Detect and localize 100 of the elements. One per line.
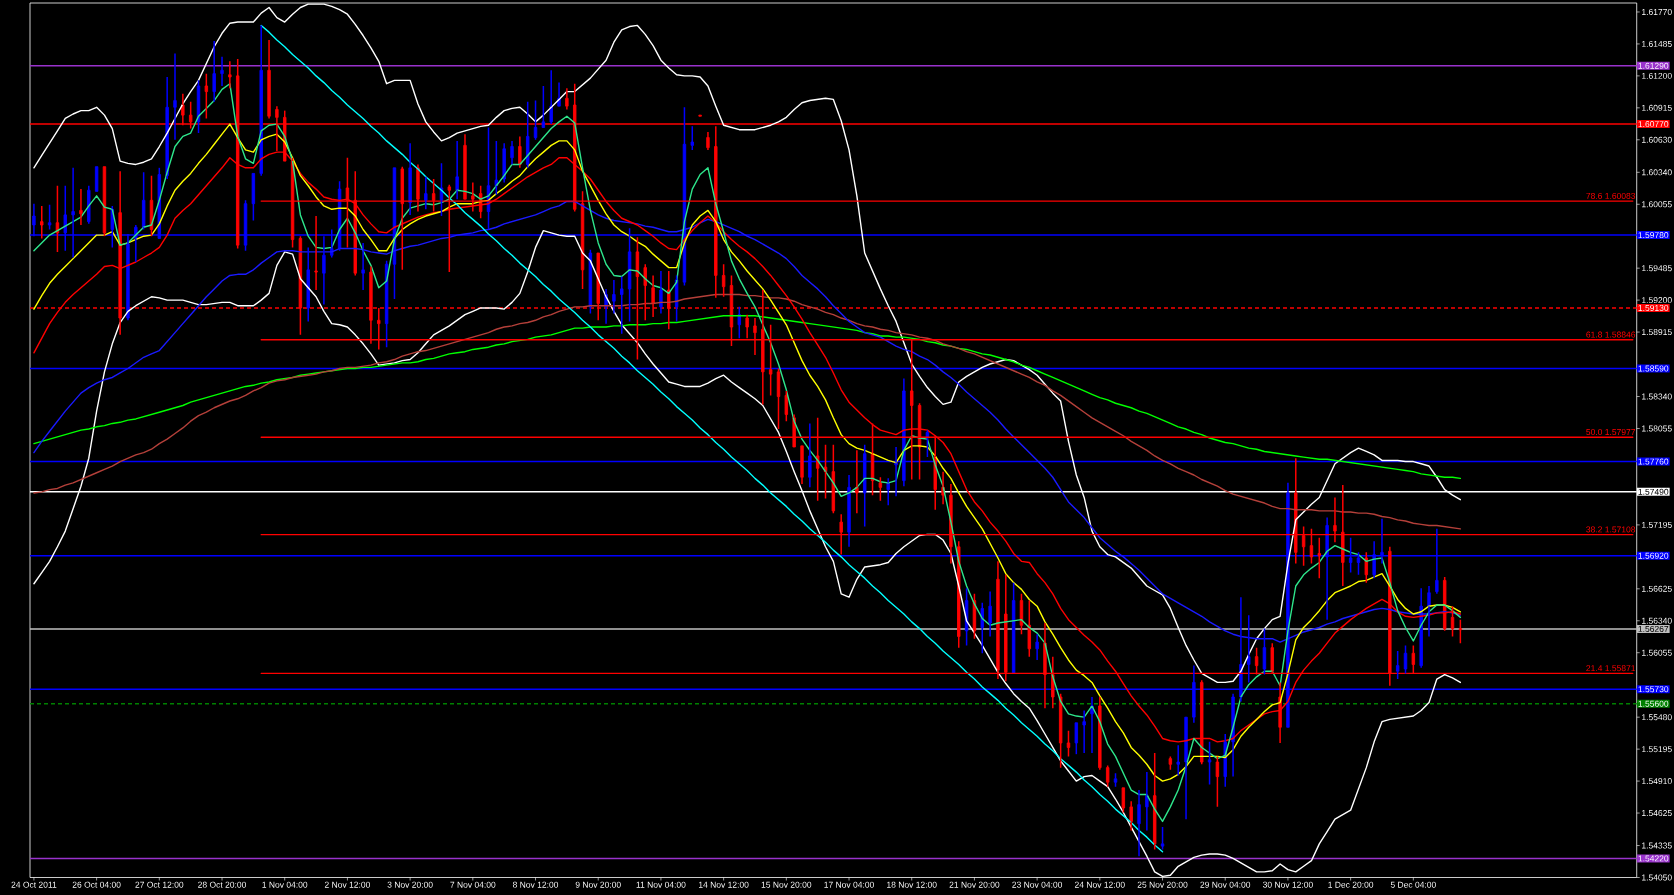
candlestick: [165, 76, 169, 180]
x-tick-label: 17 Nov 04:00: [824, 881, 874, 888]
annotation: 50.0 1.57977: [1586, 429, 1636, 436]
candlestick: [1035, 633, 1039, 661]
candlestick: [502, 142, 506, 184]
x-tick-label: 27 Oct 12:00: [135, 881, 184, 888]
ref-line-label: 1.57490: [1638, 488, 1669, 495]
candlestick: [173, 52, 177, 141]
x-tick-label: 21 Nov 20:00: [949, 881, 1000, 888]
candlestick: [1247, 614, 1251, 684]
candlestick: [47, 204, 52, 231]
candlestick: [706, 131, 710, 151]
candlestick: [141, 171, 146, 231]
candlestick: [220, 56, 224, 87]
candlestick: [620, 275, 624, 335]
candlestick: [259, 24, 263, 177]
y-tick-label: 1.58055: [1642, 425, 1672, 432]
candlestick: [1450, 605, 1455, 638]
candlestick: [1395, 650, 1400, 680]
x-tick-label: 25 Nov 20:00: [1137, 881, 1188, 888]
candlestick: [1458, 618, 1463, 644]
y-tick-label: 1.54335: [1642, 842, 1672, 849]
x-tick-label: 3 Nov 20:00: [387, 881, 433, 888]
candlestick: [886, 477, 890, 507]
candlestick: [1419, 587, 1423, 669]
candlestick: [776, 367, 781, 430]
y-tick-label: 1.56625: [1642, 585, 1672, 592]
candlestick: [855, 449, 859, 514]
y-tick-label: 1.55195: [1642, 746, 1672, 753]
candlestick: [541, 85, 546, 128]
candlestick: [690, 125, 694, 151]
y-tick-label: 1.57195: [1642, 521, 1672, 528]
y-tick-label: 1.54910: [1642, 778, 1672, 785]
candlestick: [1184, 716, 1188, 820]
candlestick: [212, 40, 216, 103]
candlestick: [831, 443, 836, 514]
candlestick: [204, 72, 209, 120]
candlestick: [667, 270, 671, 331]
x-tick-label: 1 Nov 04:00: [262, 881, 308, 888]
annotation: 61.8 1.58846: [1586, 331, 1636, 338]
candlestick: [228, 60, 232, 89]
candlestick: [455, 140, 459, 200]
x-tick-label: 29 Nov 04:00: [1200, 881, 1251, 888]
x-tick-label: 5 Dec 04:00: [1390, 881, 1436, 888]
candlestick: [565, 87, 569, 111]
candlestick: [494, 140, 499, 196]
candlestick: [674, 274, 679, 323]
y-tick-label: 1.54050: [1642, 874, 1672, 881]
ref-line-label: 1.57760: [1638, 458, 1669, 465]
candlestick: [79, 188, 83, 226]
y-tick-label: 1.60915: [1642, 104, 1672, 111]
y-tick-label: 1.60340: [1642, 169, 1672, 176]
candlestick: [1317, 537, 1321, 579]
ref-line-label: 1.55730: [1638, 686, 1669, 693]
candlestick: [1058, 692, 1063, 769]
candlestick: [87, 185, 91, 225]
candlestick: [1098, 696, 1102, 771]
x-tick-label: 7 Nov 04:00: [450, 881, 496, 888]
y-tick-label: 1.59485: [1642, 265, 1672, 272]
annotation: 38.2 1.57108: [1586, 526, 1636, 533]
y-tick-label: 1.58340: [1642, 393, 1672, 400]
x-tick-label: 26 Oct 04:00: [72, 881, 121, 888]
candlestick: [1137, 789, 1141, 857]
x-tick-label: 23 Nov 04:00: [1012, 881, 1063, 888]
y-tick-label: 1.59200: [1642, 297, 1672, 304]
y-tick-label: 1.55480: [1642, 714, 1672, 721]
y-tick-label: 1.54625: [1642, 810, 1672, 817]
ref-line-label: 1.59780: [1638, 232, 1669, 239]
y-tick-label: 1.56340: [1642, 617, 1672, 624]
candlestick: [525, 100, 530, 169]
candlestick: [1176, 744, 1180, 777]
ref-line-label: 1.54220: [1638, 855, 1669, 862]
ref-line-label: 1.59130: [1638, 304, 1669, 311]
candlestick: [361, 242, 365, 291]
candlestick: [612, 279, 616, 315]
candlestick: [1207, 741, 1212, 786]
y-tick-label: 1.61770: [1642, 8, 1672, 15]
candlestick: [1145, 771, 1149, 832]
candlestick: [980, 602, 984, 655]
ref-line-label: 1.56920: [1638, 552, 1669, 559]
candlestick: [698, 114, 702, 117]
x-tick-label: 24 Nov 12:00: [1074, 881, 1125, 888]
candlestick: [424, 176, 428, 211]
x-tick-label: 15 Nov 20:00: [761, 881, 812, 888]
x-tick-label: 2 Nov 12:00: [324, 881, 370, 888]
y-tick-label: 1.61200: [1642, 72, 1672, 79]
x-tick-label: 8 Nov 12:00: [512, 881, 559, 888]
candlestick: [988, 590, 992, 638]
x-tick-label: 14 Nov 12:00: [698, 881, 749, 888]
candlestick: [408, 142, 412, 216]
y-tick-label: 1.60055: [1642, 201, 1672, 208]
ref-line-label: 1.58590: [1638, 365, 1669, 372]
candlestick: [549, 69, 553, 125]
ref-line-label: 1.60770: [1638, 121, 1669, 128]
candlestick: [1082, 709, 1086, 754]
candlestick: [847, 474, 851, 548]
x-tick-label: 9 Nov 20:00: [575, 881, 621, 888]
ref-line-label: 1.61290: [1638, 62, 1669, 69]
x-tick-label: 18 Nov 12:00: [887, 881, 937, 888]
candlestick: [518, 135, 522, 169]
